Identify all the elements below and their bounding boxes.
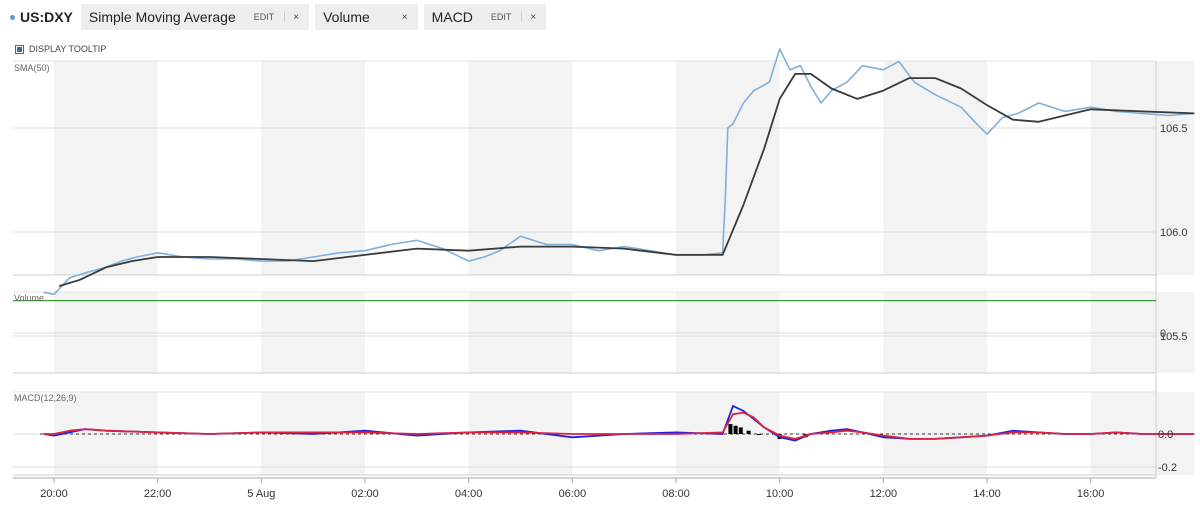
x-tick-label: 22:00 bbox=[144, 488, 172, 500]
session-shade bbox=[883, 61, 987, 275]
display-tooltip-toggle[interactable]: DISPLAY TOOLTIP bbox=[15, 44, 106, 54]
sma-line bbox=[58, 73, 1195, 287]
series-dot-icon bbox=[10, 14, 15, 20]
tab-macd[interactable]: MACD EDIT × bbox=[423, 4, 547, 30]
tab-label: MACD bbox=[431, 9, 473, 25]
edit-sma-button[interactable]: EDIT bbox=[254, 12, 286, 22]
histogram-bar bbox=[756, 434, 761, 435]
histogram-bar bbox=[733, 425, 738, 434]
macd-tick-label: 0.0 bbox=[1158, 429, 1173, 441]
volume-panel-label: Volume bbox=[14, 293, 44, 303]
tooltip-label: DISPLAY TOOLTIP bbox=[29, 44, 107, 54]
price-tick-label: 106.0 bbox=[1160, 227, 1188, 239]
x-tick-label: 20:00 bbox=[40, 488, 68, 500]
price-panel-label: SMA(50) bbox=[14, 63, 50, 73]
x-tick-label: 10:00 bbox=[766, 488, 794, 500]
x-tick-label: 04:00 bbox=[455, 488, 483, 500]
axis-labels: SMA(50) Volume MACD(12,26,9) 106.5 106.0 1… bbox=[14, 63, 1188, 500]
price-series bbox=[13, 48, 1195, 442]
tab-volume[interactable]: Volume × bbox=[315, 4, 418, 30]
price-tick-label: 105.5 bbox=[1160, 331, 1188, 343]
tab-label: Simple Moving Average bbox=[88, 9, 236, 25]
volume-tick-label: 0 bbox=[1160, 328, 1166, 340]
x-tick-label: 12:00 bbox=[870, 488, 898, 500]
price-tick-label: 106.5 bbox=[1160, 123, 1188, 135]
macd-panel-label: MACD(12,26,9) bbox=[14, 393, 77, 403]
close-sma-icon[interactable]: × bbox=[293, 11, 300, 23]
session-shade bbox=[676, 61, 780, 275]
histogram-bar bbox=[728, 424, 733, 434]
tab-label: Volume bbox=[323, 9, 370, 25]
x-tick-label: 14:00 bbox=[973, 488, 1001, 500]
session-shade bbox=[261, 61, 365, 275]
symbol-label: US:DXY bbox=[8, 9, 73, 25]
session-shade bbox=[54, 61, 158, 275]
signal-line bbox=[43, 411, 1195, 440]
edit-macd-button[interactable]: EDIT bbox=[491, 12, 523, 22]
session-shading bbox=[54, 61, 1195, 475]
tab-simple-moving-average[interactable]: Simple Moving Average EDIT × bbox=[80, 4, 310, 30]
indicator-tabs: US:DXY Simple Moving Average EDIT × Volu… bbox=[8, 4, 552, 30]
tooltip-checkbox[interactable] bbox=[15, 44, 24, 54]
session-shade bbox=[1090, 61, 1195, 275]
histogram-bar bbox=[738, 427, 743, 434]
x-tick-label: 08:00 bbox=[662, 488, 690, 500]
symbol-name: US:DXY bbox=[20, 9, 73, 25]
x-tick-label: 16:00 bbox=[1077, 488, 1105, 500]
session-shade bbox=[468, 61, 573, 275]
x-tick-label: 06:00 bbox=[559, 488, 587, 500]
x-tick-label: 5 Aug bbox=[247, 488, 275, 500]
x-tick-label: 02:00 bbox=[351, 488, 379, 500]
histogram-bar bbox=[746, 430, 751, 434]
close-macd-icon[interactable]: × bbox=[530, 11, 537, 23]
close-volume-icon[interactable]: × bbox=[401, 11, 408, 23]
macd-tick-label: -0.2 bbox=[1158, 462, 1177, 474]
macd-line bbox=[43, 404, 1195, 442]
